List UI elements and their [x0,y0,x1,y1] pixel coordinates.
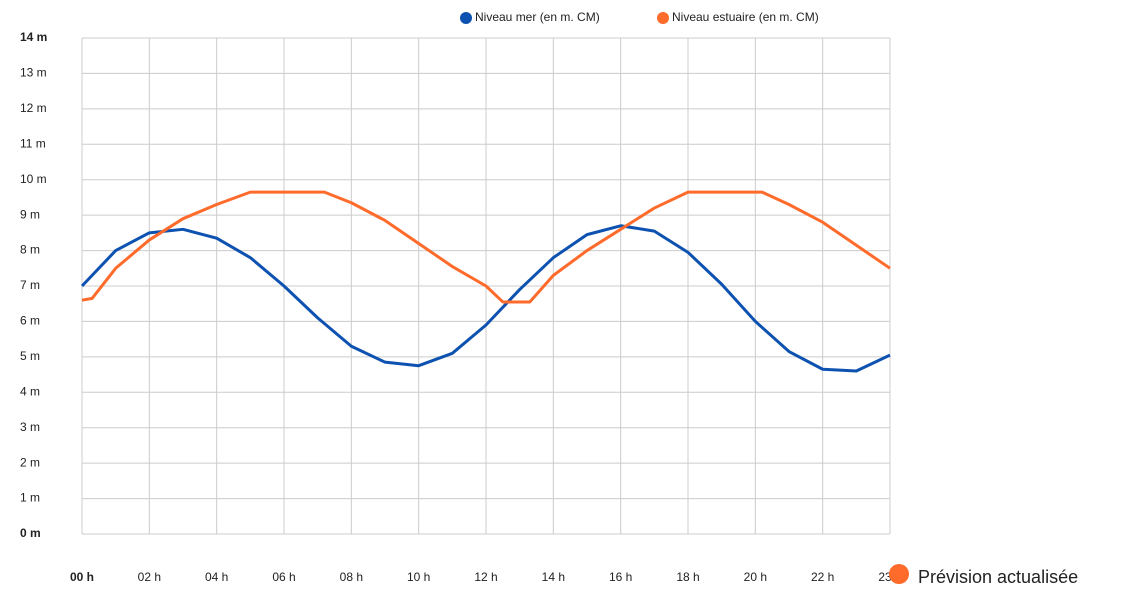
y-tick-label: 4 m [20,384,40,398]
x-tick-label: 14 h [542,570,565,584]
x-tick-label: 18 h [676,570,699,584]
x-tick-label: 08 h [340,570,363,584]
x-tick-label: 10 h [407,570,430,584]
y-tick-label: 12 m [20,101,47,115]
y-tick-label: 8 m [20,243,40,257]
y-tick-label: 1 m [20,491,40,505]
x-tick-label: 12 h [474,570,497,584]
y-tick-label: 5 m [20,349,40,363]
series-line [80,224,891,373]
x-tick-label: 04 h [205,570,228,584]
y-tick-label: 11 m [20,136,46,150]
x-tick-label: 00 h [70,570,94,584]
y-tick-label: 6 m [20,314,40,328]
y-tick-label: 0 m [20,526,41,540]
legend-marker [460,12,472,24]
y-tick-label: 9 m [20,207,40,221]
y-tick-label: 3 m [20,420,40,434]
y-tick-label: 7 m [20,278,40,292]
legend-marker [657,12,669,24]
annotation: Prévision actualisée [918,567,1078,587]
y-tick-label: 10 m [20,172,47,186]
y-tick-label: 13 m [20,66,47,80]
x-tick-label: 22 h [811,570,834,584]
y-tick-label: 2 m [20,455,40,469]
legend-label: Niveau estuaire (en m. CM) [672,10,819,24]
x-tick-label: 16 h [609,570,632,584]
x-tick-label: 20 h [744,570,767,584]
y-tick-label: 14 m [20,30,47,44]
annotation-marker [889,564,909,584]
x-tick-label: 06 h [272,570,295,584]
x-tick-label: 02 h [138,570,161,584]
series-line [81,190,891,304]
legend-label: Niveau mer (en m. CM) [475,10,600,24]
